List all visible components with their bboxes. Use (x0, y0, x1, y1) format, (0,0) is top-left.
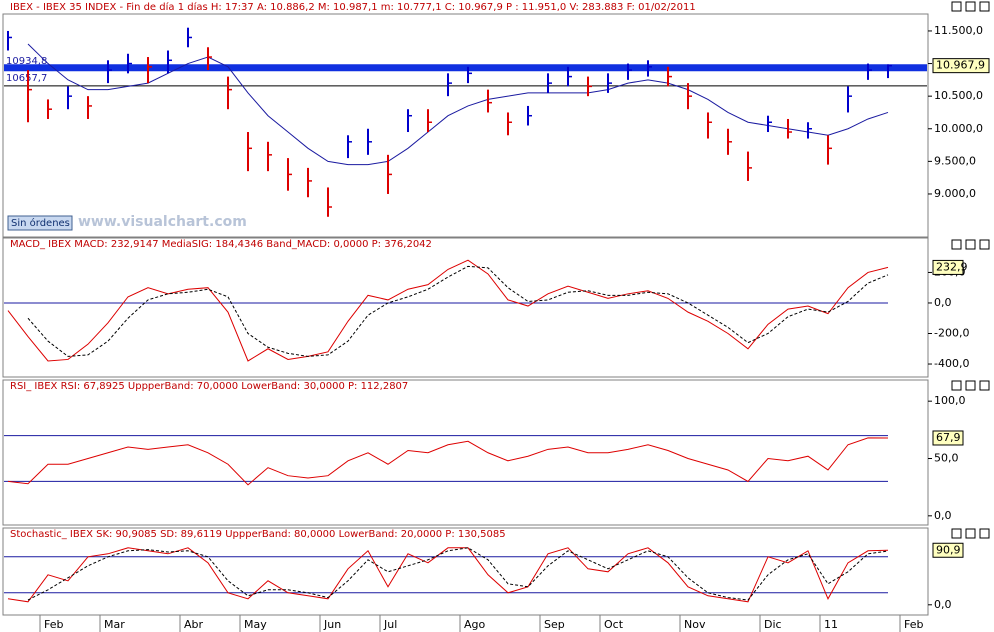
y-tick-label: 10.500,0 (934, 89, 983, 102)
y-tick-label: 9.500,0 (934, 154, 976, 167)
x-tick-label: Nov (684, 618, 706, 631)
close-button[interactable] (979, 1, 990, 12)
y-tick-label: 9.000,0 (934, 187, 976, 200)
indicator-line (27, 547, 889, 601)
x-tick-label: Abr (184, 618, 204, 631)
x-tick-label: Feb (44, 618, 63, 631)
stoch-frame (2, 527, 929, 616)
price-frame (2, 13, 929, 238)
last-value-box (932, 259, 964, 275)
x-tick-label: May (244, 618, 267, 631)
maximize-button[interactable] (965, 239, 976, 250)
orders-button[interactable] (7, 215, 73, 231)
x-tick-label: Dic (764, 618, 782, 631)
last-value-label: 67,9 (936, 431, 961, 444)
y-tick-label: 0,0 (934, 296, 952, 309)
last-value-label: 10.967,9 (936, 59, 985, 72)
pane-header: RSI_ IBEX RSI: 67,8925 UppperBand: 70,00… (10, 381, 408, 392)
moving-average (27, 43, 889, 166)
maximize-button[interactable] (965, 1, 976, 12)
macd-frame (2, 237, 929, 378)
indicator-line (7, 437, 889, 486)
close-button[interactable] (979, 528, 990, 539)
pane-header: IBEX - IBEX 35 INDEX - Fin de día 1 días… (10, 1, 696, 13)
y-tick-label: 11.500,0 (934, 24, 983, 37)
rsi-frame (2, 379, 929, 526)
pane-header: MACD_ IBEX MACD: 232,9147 MediaSIG: 184,… (10, 239, 432, 250)
minimize-button[interactable] (951, 1, 962, 12)
x-tick-label: 11 (824, 618, 838, 631)
x-tick-label: Jun (323, 618, 341, 631)
last-value-label: 90,9 (936, 543, 961, 556)
last-value-label: 232,9 (936, 260, 968, 273)
watermark: www.visualchart.com (78, 214, 247, 230)
x-tick-label: Oct (604, 618, 624, 631)
minimize-button[interactable] (951, 380, 962, 391)
y-tick-label: -200,0 (934, 326, 969, 339)
y-tick-label: 50,0 (934, 452, 959, 465)
y-tick-label: 0,0 (934, 598, 952, 611)
level-label: 10934,8 (6, 56, 47, 67)
last-value-box (932, 430, 964, 446)
level-label: 10657,7 (6, 73, 47, 84)
x-tick-label: Sep (544, 618, 565, 631)
close-button[interactable] (979, 380, 990, 391)
y-tick-label: -400,0 (934, 357, 969, 370)
minimize-button[interactable] (951, 528, 962, 539)
pane-frames (2, 13, 929, 616)
maximize-button[interactable] (965, 380, 976, 391)
indicator-line (27, 265, 889, 357)
minimize-button[interactable] (951, 239, 962, 250)
x-tick-label: Ago (464, 618, 486, 631)
x-tick-label: Mar (104, 618, 125, 631)
y-tick-label: 0,0 (934, 509, 952, 522)
maximize-button[interactable] (965, 528, 976, 539)
pane-header: Stochastic_ IBEX SK: 90,9085 SD: 89,6119… (10, 529, 506, 540)
last-value-box (932, 58, 990, 74)
indicator-line (7, 259, 889, 362)
x-tick-label: Jul (383, 618, 397, 631)
last-value-box (932, 542, 964, 558)
window-buttons[interactable] (951, 1, 990, 539)
orders-button-label[interactable]: Sin órdenes (11, 217, 70, 229)
close-button[interactable] (979, 239, 990, 250)
x-tick-label: Feb (904, 618, 923, 631)
indicator-line (7, 547, 889, 603)
y-tick-label: 10.000,0 (934, 122, 983, 135)
y-tick-label: 100,0 (934, 394, 966, 407)
